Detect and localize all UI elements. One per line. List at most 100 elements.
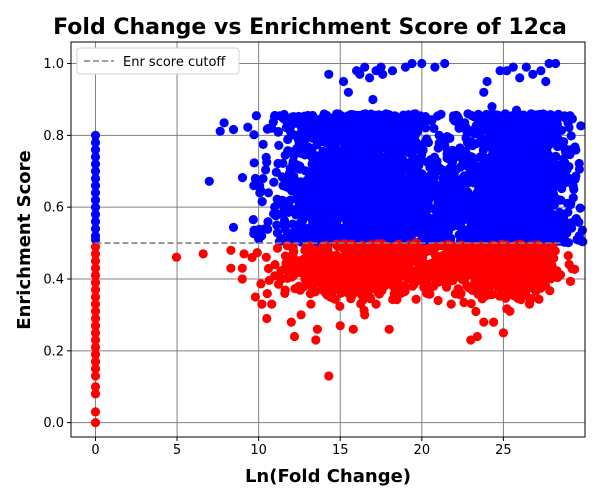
data-point-above-cutoff — [269, 177, 279, 187]
data-point-above-cutoff — [366, 130, 377, 140]
data-point-above-cutoff — [404, 126, 414, 136]
data-point-above-cutoff — [455, 162, 465, 172]
data-point-above-cutoff — [355, 172, 365, 182]
data-point-above-cutoff — [292, 162, 302, 172]
data-point-below-cutoff — [198, 249, 208, 259]
data-point-below-cutoff — [257, 299, 267, 309]
data-point-above-cutoff — [398, 219, 408, 229]
data-point-above-cutoff — [332, 149, 342, 159]
data-point-above-cutoff — [263, 188, 273, 198]
data-point-above-cutoff — [538, 200, 548, 210]
data-point-above-cutoff — [250, 173, 260, 184]
data-point-above-cutoff — [251, 111, 261, 121]
data-point-above-cutoff — [312, 140, 322, 150]
data-point-below-cutoff — [402, 262, 412, 272]
data-point-above-cutoff — [466, 217, 476, 227]
data-point-below-cutoff — [466, 299, 476, 309]
data-point-below-cutoff — [262, 313, 272, 324]
data-point-above-cutoff — [396, 148, 406, 158]
data-point-above-cutoff — [302, 182, 312, 192]
data-point-above-cutoff — [553, 134, 563, 144]
data-point-above-cutoff — [281, 179, 291, 190]
data-point-above-cutoff — [527, 198, 537, 208]
data-point-below-cutoff — [290, 284, 300, 294]
data-point-above-cutoff — [332, 216, 342, 226]
data-point-above-cutoff — [357, 115, 367, 125]
data-point-above-cutoff — [434, 130, 444, 140]
data-point-above-cutoff — [339, 173, 349, 183]
data-point-above-cutoff — [465, 165, 475, 175]
data-point-above-cutoff — [525, 173, 535, 183]
data-point-below-cutoff — [90, 389, 101, 399]
data-point-above-cutoff — [530, 133, 540, 143]
data-point-above-cutoff — [289, 150, 299, 161]
data-point-above-cutoff — [366, 119, 376, 129]
data-point-above-cutoff — [440, 58, 450, 69]
data-point-below-cutoff — [384, 324, 394, 334]
data-point-below-cutoff — [262, 289, 272, 299]
data-point-below-cutoff — [261, 252, 271, 262]
data-point-above-cutoff — [476, 181, 486, 191]
data-point-above-cutoff — [261, 165, 271, 175]
data-point-above-cutoff — [355, 189, 365, 199]
data-point-above-cutoff — [430, 62, 440, 72]
data-point-below-cutoff — [471, 306, 481, 317]
data-point-above-cutoff — [575, 203, 585, 213]
data-point-above-cutoff — [531, 150, 541, 160]
data-point-above-cutoff — [376, 62, 386, 72]
data-point-above-cutoff — [428, 224, 438, 234]
data-point-above-cutoff — [453, 118, 464, 128]
data-point-below-cutoff — [90, 407, 101, 417]
data-point-above-cutoff — [468, 141, 478, 151]
data-point-below-cutoff — [486, 275, 496, 285]
data-point-above-cutoff — [434, 185, 444, 195]
data-point-above-cutoff — [557, 183, 567, 194]
data-point-above-cutoff — [273, 158, 283, 169]
data-point-below-cutoff — [303, 249, 313, 259]
data-point-below-cutoff — [543, 273, 553, 284]
data-point-above-cutoff — [263, 217, 273, 227]
data-point-below-cutoff — [284, 262, 294, 272]
data-point-below-cutoff — [391, 253, 401, 263]
data-point-below-cutoff — [525, 259, 536, 269]
data-point-above-cutoff — [326, 126, 337, 136]
data-point-below-cutoff — [324, 371, 334, 381]
data-point-above-cutoff — [462, 128, 472, 138]
data-point-above-cutoff — [423, 137, 433, 148]
data-point-below-cutoff — [237, 274, 247, 284]
data-point-below-cutoff — [171, 252, 182, 262]
data-point-above-cutoff — [255, 188, 265, 198]
data-point-above-cutoff — [440, 195, 451, 205]
data-point-above-cutoff — [566, 131, 576, 141]
data-point-below-cutoff — [570, 264, 580, 274]
data-point-above-cutoff — [308, 161, 318, 171]
data-point-above-cutoff — [515, 73, 525, 83]
data-point-above-cutoff — [380, 172, 390, 182]
data-point-above-cutoff — [90, 130, 101, 140]
data-point-below-cutoff — [352, 277, 362, 287]
data-point-below-cutoff — [90, 418, 101, 428]
data-point-above-cutoff — [405, 198, 415, 208]
data-point-above-cutoff — [254, 234, 264, 244]
data-point-above-cutoff — [495, 66, 505, 76]
data-point-above-cutoff — [347, 157, 357, 167]
data-point-above-cutoff — [454, 230, 464, 240]
data-point-above-cutoff — [228, 124, 239, 135]
data-point-above-cutoff — [562, 226, 572, 236]
data-point-above-cutoff — [90, 152, 101, 162]
data-point-above-cutoff — [569, 184, 579, 194]
data-point-above-cutoff — [545, 171, 555, 181]
data-point-above-cutoff — [302, 149, 312, 159]
data-point-below-cutoff — [479, 317, 489, 327]
data-point-above-cutoff — [368, 94, 378, 105]
data-point-above-cutoff — [431, 204, 442, 214]
data-point-above-cutoff — [528, 69, 538, 79]
data-point-above-cutoff — [362, 205, 372, 215]
data-point-below-cutoff — [348, 324, 358, 334]
data-point-above-cutoff — [574, 158, 584, 169]
data-point-above-cutoff — [313, 232, 323, 242]
data-point-above-cutoff — [323, 204, 333, 214]
data-point-below-cutoff — [365, 259, 375, 269]
data-point-below-cutoff — [489, 317, 499, 327]
data-point-above-cutoff — [565, 200, 576, 210]
